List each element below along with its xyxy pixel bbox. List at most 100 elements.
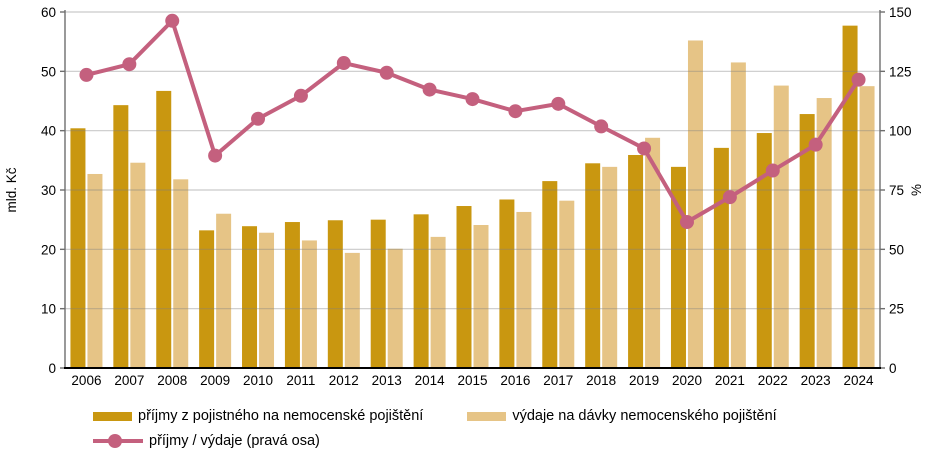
line-point-2020 [679,215,694,230]
bar-prijmy-2011 [284,222,300,368]
left-axis-tick-label: 10 [41,302,56,317]
line-point-2015 [465,92,480,107]
right-axis-tick-label: 25 [889,302,904,317]
bar-prijmy-2021 [713,147,729,368]
line-point-2024 [851,72,866,87]
line-point-2009 [208,148,223,163]
x-axis-label-2008: 2008 [157,373,187,388]
bar-vydaje-2016 [516,211,532,368]
x-axis-label-2006: 2006 [71,373,101,388]
legend-dot-mark [108,434,122,448]
bar-vydaje-2010 [259,232,275,368]
bar-prijmy-2023 [799,114,815,368]
left-axis-tick-label: 0 [48,361,56,376]
line-point-2013 [379,65,394,80]
left-axis-tick-label: 20 [41,242,56,257]
bar-vydaje-2018 [602,166,618,368]
line-point-2019 [637,141,652,156]
bar-vydaje-2019 [645,137,661,368]
line-point-2016 [508,104,523,119]
legend-label-prijmy: příjmy z pojistného na nemocenské pojišt… [138,408,424,424]
x-axis-label-2024: 2024 [844,373,875,388]
bar-vydaje-2022 [773,85,789,368]
right-axis-tick-label: 150 [889,5,912,20]
bar-vydaje-2023 [816,98,832,369]
bar-prijmy-2019 [628,154,644,368]
x-axis-label-2016: 2016 [500,373,530,388]
bar-vydaje-2006 [87,173,103,368]
right-axis-title: % [909,184,924,196]
bar-prijmy-2007 [113,105,129,369]
left-axis-title: mld. Kč [4,167,19,212]
legend-label-ratio: příjmy / výdaje (pravá osa) [149,433,320,449]
line-point-2018 [594,119,609,134]
line-point-2010 [251,111,266,126]
bar-prijmy-2016 [499,199,515,368]
legend-swatch-ratio-line [93,434,143,448]
bar-prijmy-2006 [70,128,86,368]
bar-prijmy-2012 [327,220,343,368]
legend-row-1: příjmy z pojistného na nemocenské pojišt… [93,408,777,424]
x-axis-label-2007: 2007 [114,373,144,388]
bar-vydaje-2009 [216,213,232,368]
bar-prijmy-2014 [413,214,429,368]
chart-plot-area: 0 10 20 30 40 50 60 0 25 50 75 100 125 150 2006 2007 200… [4,5,924,388]
legend-item-vydaje: výdaje na dávky nemocenského pojištění [467,408,777,424]
chart-legend: příjmy z pojistného na nemocenské pojišt… [93,408,777,449]
right-axis-tick-label: 125 [889,64,912,79]
x-axis-label-2014: 2014 [415,373,446,388]
bar-vydaje-2014 [430,236,446,368]
bar-vydaje-2015 [473,225,489,368]
line-point-2017 [551,96,566,111]
x-axis-label-2009: 2009 [200,373,230,388]
bar-vydaje-2024 [859,86,875,369]
bar-vydaje-2020 [687,40,703,368]
x-axis-label-2018: 2018 [586,373,616,388]
right-axis-tick-label: 75 [889,183,904,198]
line-point-2023 [808,137,823,152]
bar-prijmy-2018 [585,163,601,368]
x-axis-label-2023: 2023 [801,373,831,388]
line-point-2007 [122,57,137,72]
right-axis-tick-label: 0 [889,361,897,376]
bar-prijmy-2009 [199,230,215,368]
x-axis-label-2010: 2010 [243,373,273,388]
bar-prijmy-2013 [370,219,386,368]
line-point-2012 [336,56,351,71]
x-axis-label-2013: 2013 [372,373,402,388]
line-point-2008 [165,13,180,28]
left-axis-tick-label: 50 [41,64,56,79]
bar-vydaje-2008 [173,179,189,368]
bar-prijmy-2008 [156,90,172,368]
x-axis-label-2019: 2019 [629,373,659,388]
legend-item-prijmy: příjmy z pojistného na nemocenské pojišt… [93,408,423,424]
x-axis-label-2017: 2017 [543,373,573,388]
bar-prijmy-2015 [456,206,472,368]
bar-vydaje-2013 [387,248,403,368]
legend-item-ratio: příjmy / výdaje (pravá osa) [93,433,320,449]
line-point-2022 [765,163,780,178]
legend-label-vydaje: výdaje na dávky nemocenského pojištění [512,408,777,424]
x-axis-label-2022: 2022 [758,373,788,388]
bar-prijmy-2017 [542,181,558,368]
x-axis-label-2012: 2012 [329,373,359,388]
x-axis-label-2011: 2011 [286,373,315,388]
x-axis-label-2015: 2015 [457,373,487,388]
bar-vydaje-2011 [301,240,317,368]
x-axis-label-2021: 2021 [715,373,745,388]
left-axis-tick-label: 60 [41,5,56,20]
bar-vydaje-2017 [559,200,575,368]
legend-swatch-prijmy-bar [93,411,132,421]
bar-prijmy-2024 [842,25,858,368]
bar-vydaje-2007 [130,162,146,368]
legend-row-2: příjmy / výdaje (pravá osa) [93,433,777,449]
line-point-2011 [293,88,308,103]
right-axis-tick-label: 50 [889,242,904,257]
left-axis-tick-label: 30 [41,183,56,198]
bar-prijmy-2010 [242,226,258,368]
line-point-2006 [79,67,94,82]
line-point-2021 [722,190,737,205]
left-axis-tick-label: 40 [41,124,56,139]
bar-vydaje-2012 [344,252,360,368]
